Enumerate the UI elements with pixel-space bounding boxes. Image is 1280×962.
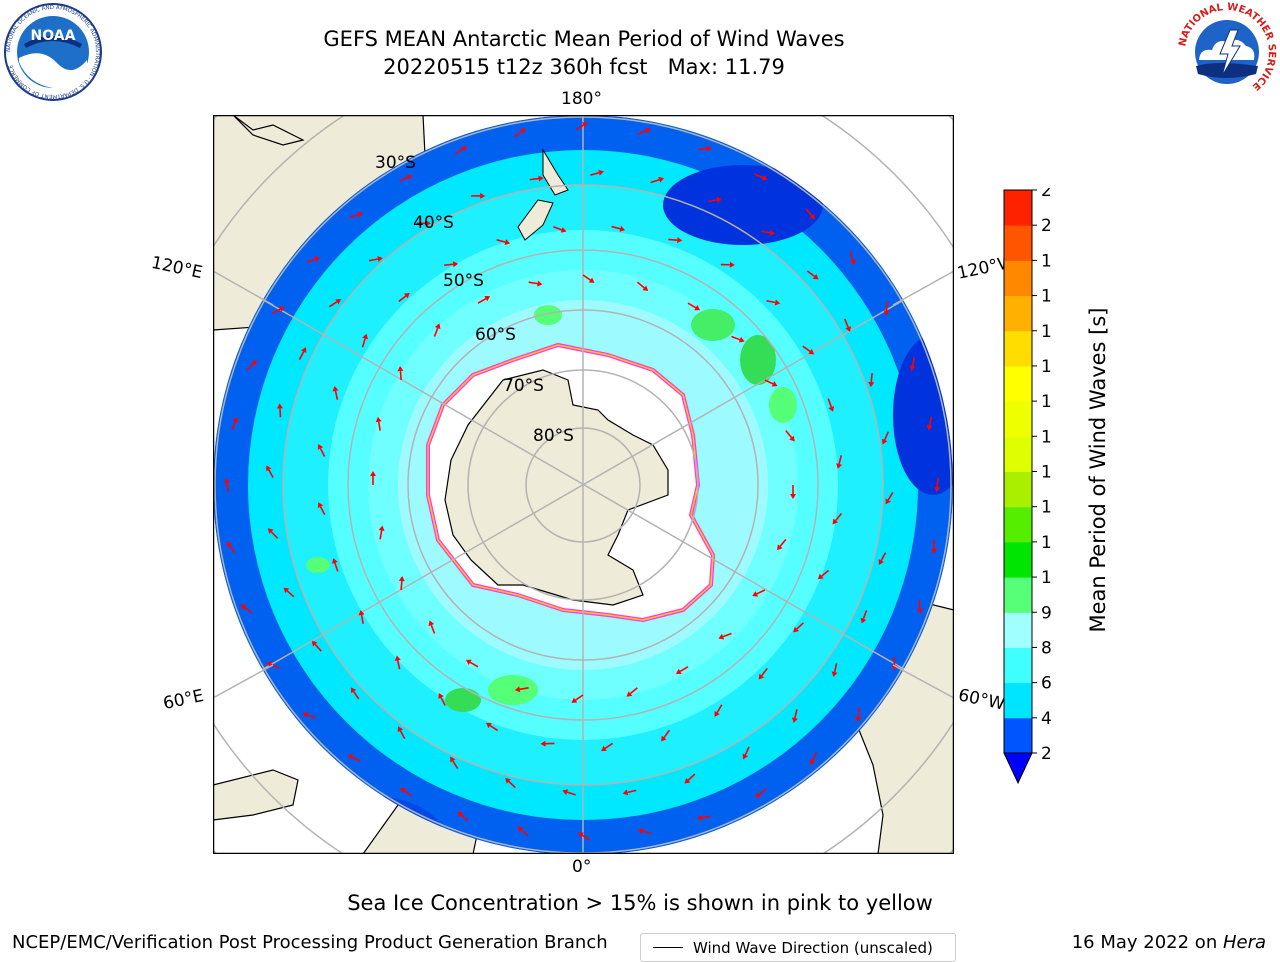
wave-arrow [937, 478, 938, 487]
polar-map: 30°S 40°S 50°S 60°S 70°S 80°S Wind Wave … [213, 115, 954, 854]
figure-title: GEFS MEAN Antarctic Mean Period of Wind … [0, 27, 1168, 51]
colorbar-tick-label: 13 [1041, 463, 1052, 483]
colorbar-tick-label: 12 [1041, 498, 1052, 518]
wave-arrow [919, 600, 920, 609]
wave-arrow [280, 408, 281, 417]
wave-arrow [530, 179, 539, 180]
colorbar-segment [1004, 683, 1032, 719]
lat-label-30s: 30°S [375, 153, 416, 173]
colorbar-tick-label: 20 [1041, 216, 1052, 236]
colorbar-tick-label: 10 [1041, 568, 1052, 588]
colorbar-tick-label: 2 [1041, 744, 1052, 764]
colorbar-segment [1004, 366, 1032, 402]
colorbar-segment [1004, 225, 1032, 261]
colorbar-tick-label: 4 [1041, 709, 1052, 729]
colorbar-label: Mean Period of Wind Waves [s] [1086, 308, 1110, 633]
legend-line-icon [653, 947, 683, 948]
lon-label-60e: 60°E [161, 686, 205, 714]
wave-arrow [871, 373, 872, 382]
lon-label-180: 180° [561, 89, 602, 109]
colorbar-segment [1004, 472, 1032, 508]
colorbar-tick-label: 17 [1041, 322, 1052, 342]
figure-subtitle: 20220515 t12z 360h fcst Max: 11.79 [0, 55, 1168, 79]
colorbar-segment [1004, 718, 1032, 754]
lat-label-60s: 60°S [475, 325, 516, 345]
noaa-logo: NOAA NATIONAL OCEANIC AND ATMOSPHERIC AD… [2, 2, 104, 102]
colorbar-segment [1004, 296, 1032, 332]
lat-label-80s: 80°S [533, 426, 574, 446]
colorbar-segment [1004, 647, 1032, 683]
colorbar-segment [1004, 401, 1032, 437]
colorbar-segment [1004, 612, 1032, 648]
colorbar-segment [1004, 507, 1032, 543]
legend-label: Wind Wave Direction (unscaled) [693, 939, 933, 957]
lat-label-50s: 50°S [443, 271, 484, 291]
lon-label-0: 0° [572, 857, 591, 877]
colorbar-tick-label: 15 [1041, 392, 1052, 412]
colorbar-segment [1004, 260, 1032, 296]
colorbar-segment [1004, 331, 1032, 367]
sea-ice-caption: Sea Ice Concentration > 15% is shown in … [0, 891, 1280, 915]
lon-label-120e: 120°E [149, 253, 204, 283]
map-legend: Wind Wave Direction (unscaled) [640, 933, 956, 962]
colorbar-tick-label: 11 [1041, 533, 1052, 553]
wave-arrow [444, 264, 453, 265]
wave-arrow [894, 657, 895, 666]
wave-arrow [698, 149, 707, 150]
colorbar-tick-label: 18 [1041, 287, 1052, 307]
colorbar-segment [1004, 577, 1032, 613]
colorbar-segment [1004, 542, 1032, 578]
lat-label-70s: 70°S [503, 376, 544, 396]
footer-date: 16 May 2022 on Hera [1072, 932, 1266, 953]
colorbar: 2 4 6 8 9 10 11 12 13 14 15 16 17 18 19 20 21 [992, 188, 1052, 788]
wave-arrow [668, 239, 677, 240]
colorbar-tick-label: 16 [1041, 357, 1052, 377]
lat-label-40s: 40°S [413, 213, 454, 233]
colorbar-tick-label: 14 [1041, 427, 1052, 447]
colorbar-tick-label: 21 [1041, 188, 1052, 201]
colorbar-tick-label: 8 [1041, 638, 1052, 658]
colorbar-extend-min [1004, 753, 1032, 783]
svg-text:NOAA: NOAA [31, 28, 76, 44]
colorbar-tick-label: 19 [1041, 251, 1052, 271]
footer-date-text: 16 May 2022 on [1072, 932, 1223, 953]
colorbar-tick-label: 9 [1041, 603, 1052, 623]
wave-arrow [400, 371, 401, 380]
ocean-disk [213, 115, 954, 854]
nws-logo: NATIONAL WEATHER SERVICE [1176, 2, 1278, 102]
wave-arrow [401, 581, 402, 590]
colorbar-tick-label: 6 [1041, 674, 1052, 694]
colorbar-segment [1004, 436, 1032, 472]
colorbar-segment [1004, 190, 1032, 226]
footer-machine: Hera [1223, 932, 1266, 953]
footer-credit: NCEP/EMC/Verification Post Processing Pr… [12, 932, 608, 953]
wave-arrow [858, 708, 859, 717]
